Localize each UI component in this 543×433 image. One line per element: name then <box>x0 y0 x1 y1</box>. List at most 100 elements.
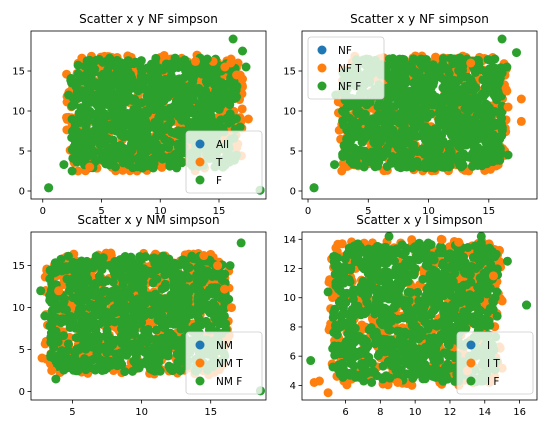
cloud-point-f <box>453 76 463 86</box>
cloud-point-f <box>225 100 235 110</box>
cloud-point-f <box>437 162 447 172</box>
subplot-title: Scatter x y NM simpson <box>77 213 219 227</box>
cloud-point-f <box>120 367 130 377</box>
cloud-point-f <box>132 82 142 92</box>
y-tick-label: 10 <box>283 107 296 118</box>
cloud-point-f <box>134 257 144 267</box>
cloud-point-f <box>70 349 80 359</box>
cloud-point-f <box>133 140 143 150</box>
cloud-point-f <box>109 303 119 313</box>
cloud-point-f <box>426 109 436 119</box>
cloud-point-f <box>189 282 199 292</box>
cloud-point-f <box>182 86 192 96</box>
cloud-point-f <box>219 84 229 94</box>
cloud-point-f <box>168 272 178 282</box>
cloud-point-f <box>355 127 365 137</box>
cloud-point-f <box>380 125 390 135</box>
cloud-point-f <box>73 359 83 369</box>
cloud-point-f <box>125 253 135 263</box>
cloud-point-f <box>127 324 137 334</box>
cloud-point-f <box>488 157 498 167</box>
cloud-point-f <box>90 147 100 157</box>
cloud-point-f <box>137 287 147 297</box>
y-tick-label: 0 <box>290 187 296 198</box>
point-t <box>85 162 95 172</box>
cloud-point-f <box>170 340 180 350</box>
cloud-point-f <box>59 331 69 341</box>
cloud-point-f <box>57 346 67 356</box>
cloud-point-f <box>338 149 348 159</box>
cloud-point-f <box>445 144 455 154</box>
cloud-point-f <box>407 64 417 74</box>
point-nf-f <box>490 54 500 64</box>
cloud-point-f <box>485 118 495 128</box>
point-f <box>64 90 74 100</box>
point-nf-f <box>502 62 512 72</box>
point-nf-t <box>516 116 526 126</box>
cloud-point-f <box>98 57 108 67</box>
cloud-point-f <box>444 69 454 79</box>
cloud-point-f <box>50 268 60 278</box>
cloud-point-f <box>345 101 355 111</box>
cloud-point-f <box>128 110 138 120</box>
cloud-point-f <box>163 139 173 149</box>
cloud-point-f <box>83 70 93 80</box>
cloud-point-f <box>212 96 222 106</box>
cloud-point-f <box>45 321 55 331</box>
cloud-point-f <box>417 144 427 154</box>
cloud-point-f <box>74 307 84 317</box>
cloud-point-f <box>110 162 120 172</box>
point-nm-f <box>40 311 50 321</box>
point-t <box>243 114 253 124</box>
cloud-point-f <box>158 251 168 261</box>
cloud-point-f <box>345 152 355 162</box>
cloud-point-f <box>382 161 392 171</box>
cloud-point-f <box>151 334 161 344</box>
y-tick-label: 0 <box>19 187 25 198</box>
cloud-point-f <box>168 331 178 341</box>
cloud-point-f <box>209 79 219 89</box>
cloud-point-f <box>227 90 237 100</box>
cloud-point-f <box>68 317 78 327</box>
point-nf-t <box>466 58 476 68</box>
cloud-point-f <box>96 91 106 101</box>
cloud-point-f <box>391 140 401 150</box>
cloud-point-f <box>161 111 171 121</box>
cloud-point-f <box>172 75 182 85</box>
cloud-point-f <box>390 64 400 74</box>
cloud-point-f <box>131 130 141 140</box>
cloud-point-f <box>428 80 438 90</box>
cloud-point-f <box>148 163 158 173</box>
legend-label: T <box>215 157 223 169</box>
cloud-point-f <box>363 127 373 137</box>
cloud-point-f <box>399 55 409 65</box>
cloud-point-f <box>128 59 138 69</box>
cloud-point-f <box>63 345 73 355</box>
cloud-point-f <box>455 86 465 96</box>
cloud-point-f <box>148 154 158 164</box>
cloud-point-f <box>179 73 189 83</box>
cloud-point-f <box>404 107 414 117</box>
cloud-point-f <box>96 360 106 370</box>
cloud-point-f <box>173 297 183 307</box>
cloud-point-f <box>367 147 377 157</box>
cloud-point-f <box>485 134 495 144</box>
axes-frame <box>30 231 267 401</box>
cloud-point-f <box>394 162 404 172</box>
cloud-point-f <box>433 150 443 160</box>
point-nf-f <box>512 48 522 58</box>
cloud-point-f <box>77 256 87 266</box>
cloud-point-f <box>150 57 160 67</box>
point-nf-f <box>497 34 507 44</box>
legend-box <box>185 130 263 194</box>
cloud-point-f <box>102 296 112 306</box>
point-f <box>67 166 77 176</box>
cloud-point-f <box>98 110 108 120</box>
cloud-point-f <box>453 139 463 149</box>
cloud-point-f <box>127 145 137 155</box>
cloud-point-f <box>170 303 180 313</box>
cloud-point-f <box>83 127 93 137</box>
